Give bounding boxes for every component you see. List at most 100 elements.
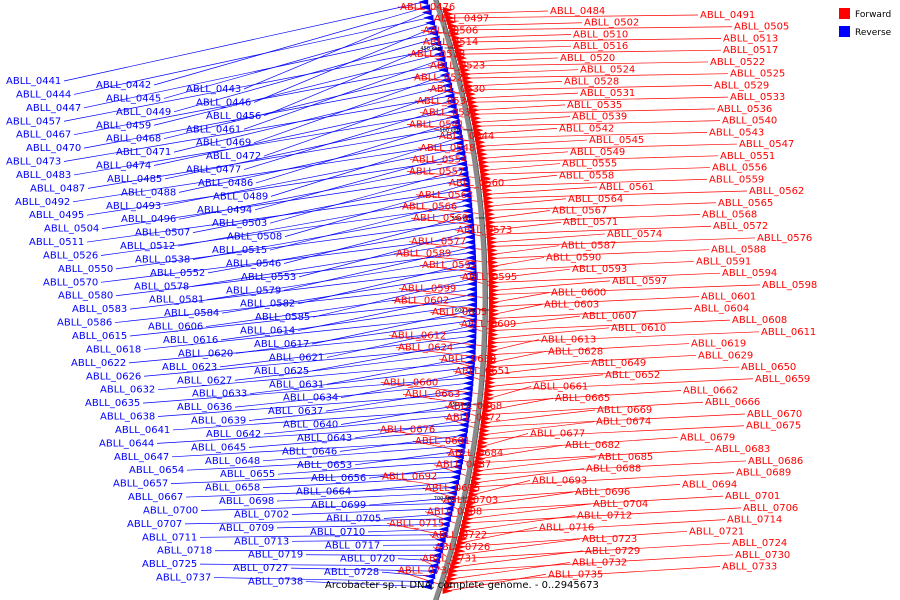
forward-gene-label[interactable]: ABLL_0484 [550,6,605,17]
forward-gene-label[interactable]: ABLL_0693 [532,475,587,486]
reverse-gene-label[interactable]: ABLL_0526 [43,250,98,261]
reverse-gene-label[interactable]: ABLL_0446 [196,97,251,108]
forward-gene-label[interactable]: ABLL_0706 [743,503,798,514]
forward-gene-label[interactable]: ABLL_0502 [584,18,639,29]
forward-gene-label[interactable]: ABLL_0604 [694,303,749,314]
reverse-gene-label[interactable]: ABLL_0633 [192,389,247,400]
forward-gene-label[interactable]: ABLL_0562 [749,186,804,197]
forward-gene-label[interactable]: ABLL_0599 [401,284,456,295]
reverse-gene-label[interactable]: ABLL_0582 [240,299,295,310]
forward-gene-label[interactable]: ABLL_0513 [723,33,778,44]
reverse-gene-label[interactable]: ABLL_0586 [57,318,112,329]
forward-gene-label[interactable]: ABLL_0628 [548,346,603,357]
forward-gene-label[interactable]: ABLL_0558 [559,170,614,181]
forward-gene-label[interactable]: ABLL_0689 [736,468,791,479]
reverse-gene-label[interactable]: ABLL_0699 [311,500,366,511]
reverse-gene-label[interactable]: ABLL_0658 [205,483,260,494]
reverse-gene-label[interactable]: ABLL_0634 [283,393,338,404]
forward-gene-label[interactable]: ABLL_0600 [551,288,606,299]
forward-gene-label[interactable]: ABLL_0539 [572,112,627,123]
forward-gene-label[interactable]: ABLL_0525 [730,69,785,80]
forward-gene-label[interactable]: ABLL_0516 [573,41,628,52]
forward-gene-label[interactable]: ABLL_0682 [565,440,620,451]
reverse-gene-label[interactable]: ABLL_0698 [219,496,274,507]
forward-gene-label[interactable]: ABLL_0566 [402,201,457,212]
reverse-gene-label[interactable]: ABLL_0473 [6,157,61,168]
reverse-gene-label[interactable]: ABLL_0738 [248,577,303,588]
forward-gene-label[interactable]: ABLL_0608 [732,315,787,326]
forward-gene-label[interactable]: ABLL_0506 [423,25,478,36]
reverse-gene-label[interactable]: ABLL_0581 [149,295,204,306]
forward-gene-label[interactable]: ABLL_0590 [546,252,601,263]
reverse-gene-label[interactable]: ABLL_0620 [178,348,233,359]
forward-gene-label[interactable]: ABLL_0729 [585,546,640,557]
forward-gene-label[interactable]: ABLL_0716 [539,522,594,533]
reverse-gene-label[interactable]: ABLL_0579 [226,285,281,296]
reverse-gene-label[interactable]: ABLL_0636 [177,402,232,413]
reverse-gene-label[interactable]: ABLL_0702 [234,509,289,520]
forward-gene-label[interactable]: ABLL_0612 [391,331,446,342]
reverse-gene-label[interactable]: ABLL_0468 [106,134,161,145]
reverse-gene-label[interactable]: ABLL_0719 [248,550,303,561]
forward-gene-label[interactable]: ABLL_0733 [722,562,777,573]
reverse-gene-label[interactable]: ABLL_0622 [71,358,126,369]
reverse-gene-label[interactable]: ABLL_0512 [120,241,175,252]
reverse-gene-label[interactable]: ABLL_0631 [269,379,324,390]
reverse-gene-label[interactable]: ABLL_0570 [43,277,98,288]
reverse-gene-label[interactable]: ABLL_0477 [186,165,241,176]
forward-gene-label[interactable]: ABLL_0668 [447,401,502,412]
reverse-gene-label[interactable]: ABLL_0711 [142,532,197,543]
reverse-gene-label[interactable]: ABLL_0504 [44,224,99,235]
reverse-gene-label[interactable]: ABLL_0471 [116,147,171,158]
forward-gene-label[interactable]: ABLL_0605 [432,307,487,318]
forward-gene-label[interactable]: ABLL_0523 [430,61,485,72]
forward-gene-label[interactable]: ABLL_0543 [709,127,764,138]
forward-gene-label[interactable]: ABLL_0603 [544,299,599,310]
reverse-gene-label[interactable]: ABLL_0553 [241,272,296,283]
forward-gene-label[interactable]: ABLL_0688 [586,464,641,475]
forward-gene-label[interactable]: ABLL_0666 [705,397,760,408]
forward-gene-label[interactable]: ABLL_0703 [443,495,498,506]
forward-gene-label[interactable]: ABLL_0533 [730,92,785,103]
forward-gene-label[interactable]: ABLL_0548 [420,143,475,154]
forward-gene-label[interactable]: ABLL_0601 [701,292,756,303]
reverse-gene-label[interactable]: ABLL_0488 [121,187,176,198]
forward-gene-label[interactable]: ABLL_0571 [563,217,618,228]
reverse-gene-label[interactable]: ABLL_0472 [206,151,261,162]
forward-gene-label[interactable]: ABLL_0661 [533,382,588,393]
forward-gene-label[interactable]: ABLL_0591 [696,256,751,267]
forward-gene-label[interactable]: ABLL_0530 [430,84,485,95]
forward-gene-label[interactable]: ABLL_0685 [598,452,653,463]
reverse-gene-label[interactable]: ABLL_0494 [197,205,252,216]
forward-gene-label[interactable]: ABLL_0660 [383,378,438,389]
reverse-gene-label[interactable]: ABLL_0657 [113,479,168,490]
forward-gene-label[interactable]: ABLL_0684 [448,448,503,459]
forward-gene-label[interactable]: ABLL_0726 [435,542,490,553]
reverse-gene-label[interactable]: ABLL_0635 [85,398,140,409]
reverse-gene-label[interactable]: ABLL_0485 [107,174,162,185]
forward-gene-label[interactable]: ABLL_0613 [541,335,596,346]
reverse-gene-label[interactable]: ABLL_0618 [86,344,141,355]
forward-gene-label[interactable]: ABLL_0595 [462,272,517,283]
reverse-gene-label[interactable]: ABLL_0444 [16,89,71,100]
forward-gene-label[interactable]: ABLL_0629 [698,350,753,361]
reverse-gene-label[interactable]: ABLL_0616 [163,335,218,346]
forward-gene-label[interactable]: ABLL_0594 [722,268,777,279]
reverse-gene-label[interactable]: ABLL_0645 [191,442,246,453]
reverse-gene-label[interactable]: ABLL_0583 [72,304,127,315]
forward-gene-label[interactable]: ABLL_0652 [605,370,660,381]
forward-gene-label[interactable]: ABLL_0524 [580,65,635,76]
forward-gene-label[interactable]: ABLL_0593 [572,264,627,275]
forward-gene-label[interactable]: ABLL_0518 [410,49,465,60]
reverse-gene-label[interactable]: ABLL_0483 [16,170,71,181]
reverse-gene-label[interactable]: ABLL_0489 [213,191,268,202]
forward-gene-label[interactable]: ABLL_0712 [577,511,632,522]
reverse-gene-label[interactable]: ABLL_0717 [325,540,380,551]
forward-gene-label[interactable]: ABLL_0681 [415,436,470,447]
reverse-gene-label[interactable]: ABLL_0449 [116,107,171,118]
reverse-gene-label[interactable]: ABLL_0648 [205,456,260,467]
forward-gene-label[interactable]: ABLL_0609 [461,319,516,330]
reverse-gene-label[interactable]: ABLL_0737 [156,573,211,584]
forward-gene-label[interactable]: ABLL_0715 [389,518,444,529]
forward-gene-label[interactable]: ABLL_0554 [412,155,467,166]
